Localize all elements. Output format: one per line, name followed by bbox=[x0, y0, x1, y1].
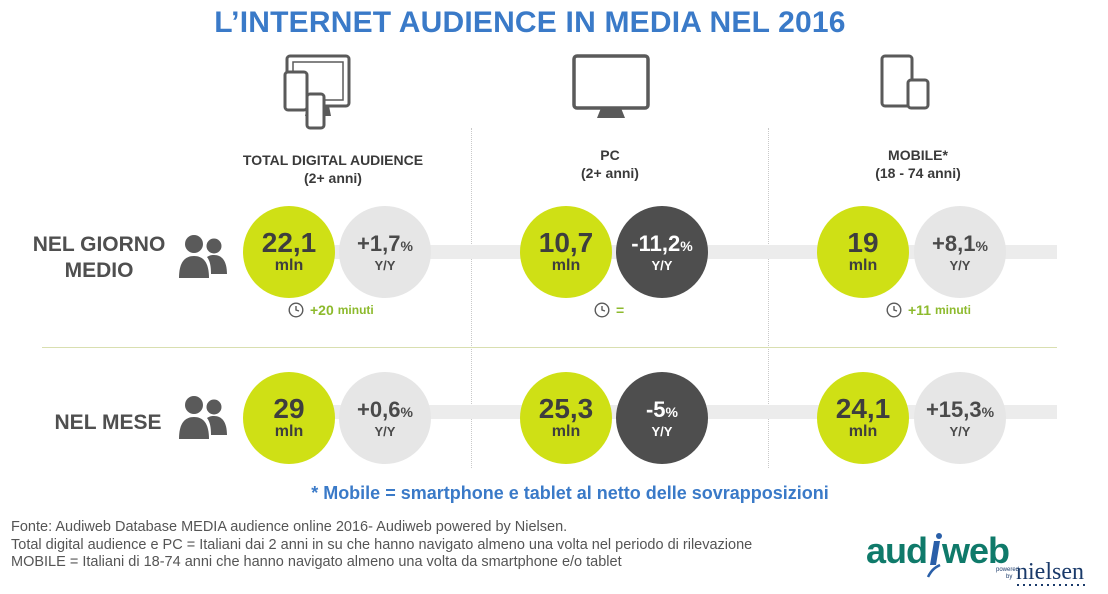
audience-value: 19 bbox=[847, 227, 879, 258]
audiweb-nielsen-logo: aud web powered by nielsen bbox=[866, 530, 1085, 586]
yoy-change-line: +15,3% bbox=[925, 396, 995, 424]
svg-text:nielsen: nielsen bbox=[1016, 559, 1084, 585]
audience-value-circle: 19 mln bbox=[817, 206, 909, 298]
column-divider-2 bbox=[768, 128, 769, 468]
clock-icon bbox=[288, 302, 304, 318]
yoy-label: Y/Y bbox=[651, 257, 673, 273]
time-change-note: = bbox=[594, 302, 628, 318]
source-note: Fonte: Audiweb Database MEDIA audience o… bbox=[11, 519, 752, 572]
yoy-change-circle: +8,1% Y/Y bbox=[914, 206, 1006, 298]
yoy-label: Y/Y bbox=[949, 423, 971, 439]
row-label-day: NEL GIORNO MEDIO bbox=[26, 232, 172, 284]
column-header-total: TOTAL DIGITAL AUDIENCE (2+ anni) bbox=[203, 151, 463, 187]
yoy-label: Y/Y bbox=[651, 423, 673, 439]
yoy-change-line: +0,6% bbox=[357, 396, 413, 424]
audience-value-circle: 29 mln bbox=[243, 372, 335, 464]
row-label-line: NEL MESE bbox=[54, 411, 162, 434]
column-subtitle: (2+ anni) bbox=[581, 165, 639, 181]
audience-value-circle: 22,1 mln bbox=[243, 206, 335, 298]
yoy-change-line: +8,1% bbox=[932, 230, 988, 258]
column-title: MOBILE* bbox=[888, 147, 948, 163]
multi-device-icon bbox=[283, 54, 351, 130]
column-subtitle: (2+ anni) bbox=[304, 170, 362, 186]
column-title: PC bbox=[600, 147, 620, 163]
column-divider-1 bbox=[471, 128, 472, 468]
yoy-label: Y/Y bbox=[949, 257, 971, 273]
time-change-note: +11 minuti bbox=[886, 302, 971, 318]
yoy-change-circle: +1,7% Y/Y bbox=[339, 206, 431, 298]
percent-sign: % bbox=[400, 237, 413, 254]
yoy-change-value: +0,6 bbox=[357, 396, 401, 422]
audience-unit: mln bbox=[551, 423, 581, 440]
clock-icon bbox=[594, 302, 610, 318]
yoy-change-value: -5 bbox=[645, 396, 666, 422]
svg-text:web: web bbox=[941, 530, 1009, 571]
audience-value: 22,1 bbox=[261, 227, 317, 258]
yoy-change-circle: +15,3% Y/Y bbox=[914, 372, 1006, 464]
source-line: MOBILE = Italiani di 18-74 anni che hann… bbox=[11, 554, 622, 571]
yoy-change-value: +15,3 bbox=[925, 396, 982, 422]
percent-sign: % bbox=[665, 403, 678, 420]
yoy-change-circle: -5% Y/Y bbox=[616, 372, 708, 464]
svg-text:aud: aud bbox=[866, 530, 927, 571]
percent-sign: % bbox=[400, 403, 413, 420]
audience-value: 25,3 bbox=[538, 393, 594, 424]
audience-value-circle: 25,3 mln bbox=[520, 372, 612, 464]
row-label-line: NEL GIORNO bbox=[32, 233, 166, 256]
row-label-line: MEDIO bbox=[64, 259, 134, 282]
yoy-change-circle: -11,2% Y/Y bbox=[616, 206, 708, 298]
svg-text:powered: powered bbox=[996, 567, 1019, 573]
people-icon bbox=[179, 396, 227, 439]
source-line: Fonte: Audiweb Database MEDIA audience o… bbox=[11, 519, 568, 535]
yoy-change-line: -5% bbox=[645, 396, 678, 424]
footnote: * Mobile = smartphone e tablet al netto … bbox=[311, 483, 829, 503]
audience-unit: mln bbox=[551, 257, 581, 274]
time-change-value: = bbox=[616, 302, 625, 318]
column-header-pc: PC (2+ anni) bbox=[480, 146, 740, 182]
time-change-note: +20 minuti bbox=[288, 302, 374, 318]
yoy-label: Y/Y bbox=[374, 423, 396, 439]
audience-value: 10,7 bbox=[538, 227, 594, 258]
svg-text:by: by bbox=[1006, 574, 1012, 580]
column-title: TOTAL DIGITAL AUDIENCE bbox=[242, 152, 424, 168]
audience-value-circle: 10,7 mln bbox=[520, 206, 612, 298]
percent-sign: % bbox=[975, 237, 988, 254]
clock-icon bbox=[886, 302, 902, 318]
yoy-change-line: +1,7% bbox=[357, 230, 413, 258]
audience-value: 24,1 bbox=[835, 393, 891, 424]
yoy-change-value: -11,2 bbox=[631, 230, 681, 256]
audience-unit: mln bbox=[848, 423, 878, 440]
source-line: Total digital audience e PC = Italiani d… bbox=[11, 536, 753, 553]
tablet-phone-icon bbox=[880, 54, 930, 110]
row-divider bbox=[42, 347, 1057, 348]
yoy-change-value: +1,7 bbox=[357, 230, 401, 256]
audience-unit: mln bbox=[848, 257, 878, 274]
yoy-change-value: +8,1 bbox=[932, 230, 976, 256]
yoy-change-circle: +0,6% Y/Y bbox=[339, 372, 431, 464]
time-change-unit: minuti bbox=[337, 303, 374, 317]
audience-unit: mln bbox=[274, 257, 304, 274]
column-subtitle: (18 - 74 anni) bbox=[875, 165, 961, 181]
yoy-label: Y/Y bbox=[374, 257, 396, 273]
people-icon bbox=[179, 235, 227, 278]
percent-sign: % bbox=[981, 403, 995, 420]
audience-value-circle: 24,1 mln bbox=[817, 372, 909, 464]
yoy-change-line: -11,2% bbox=[631, 230, 693, 258]
time-change-unit: minuti bbox=[934, 303, 971, 317]
page-title: L’INTERNET AUDIENCE IN MEDIA NEL 2016 bbox=[214, 6, 846, 39]
row-label-month: NEL MESE bbox=[46, 410, 170, 436]
time-change-value: +11 bbox=[908, 302, 931, 318]
audience-unit: mln bbox=[274, 423, 304, 440]
column-header-mobile: MOBILE* (18 - 74 anni) bbox=[788, 146, 1048, 182]
time-change-value: +20 bbox=[310, 302, 334, 318]
monitor-icon bbox=[572, 54, 650, 118]
audience-value: 29 bbox=[273, 393, 305, 424]
percent-sign: % bbox=[680, 237, 693, 254]
